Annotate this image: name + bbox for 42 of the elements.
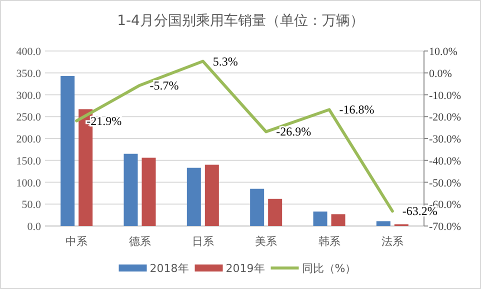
bar	[331, 214, 346, 226]
y2-tick-label: -40.0%	[429, 155, 462, 168]
x-tick-label: 法系	[381, 235, 404, 248]
bar	[376, 221, 390, 226]
x-tick-label: 德系	[128, 235, 151, 248]
legend-label: 2019年	[226, 262, 265, 275]
y2-tick-label: -20.0%	[429, 112, 462, 124]
bar	[186, 168, 201, 226]
x-tick-label: 美系	[255, 235, 278, 248]
y-tick-label: 400.0	[16, 46, 42, 58]
bar	[124, 154, 138, 226]
chart-title: 1-4月分国别乘用车销量（单位：万辆）	[117, 13, 364, 29]
y-tick-label: 250.0	[16, 112, 42, 124]
x-tick-label: 韩系	[318, 235, 340, 248]
y-tick-label: 100.0	[16, 177, 42, 190]
data-label: -5.7%	[150, 78, 179, 92]
x-tick-label: 中系	[66, 235, 88, 248]
y-tick-label: 150.0	[16, 155, 42, 168]
y2-tick-label: 0.0%	[429, 68, 452, 80]
bar	[250, 188, 264, 226]
data-label: -26.9%	[276, 124, 312, 139]
data-label: 5.3%	[212, 54, 238, 68]
bar	[60, 76, 75, 226]
legend-label: 同比（%）	[302, 262, 356, 275]
y2-tick-label: -10.0%	[429, 90, 462, 102]
bar	[142, 158, 156, 226]
bar	[313, 212, 328, 226]
data-label: -16.8%	[339, 102, 374, 117]
y2-tick-label: -30.0%	[429, 134, 462, 146]
y-tick-label: 300.0	[16, 90, 42, 102]
y2-tick-label: -50.0%	[429, 177, 462, 190]
x-tick-label: 日系	[192, 235, 214, 248]
legend-label: 2018年	[150, 262, 189, 275]
y2-tick-label: 10.0%	[429, 46, 458, 58]
y-tick-label: 50.0	[22, 199, 42, 212]
y2-tick-label: -70.0%	[429, 221, 462, 233]
y-tick-label: 200.0	[16, 134, 42, 146]
y-tick-label: 350.0	[16, 68, 42, 80]
y-tick-label: 0.0	[27, 221, 42, 233]
bar	[268, 198, 282, 226]
bar	[204, 164, 219, 226]
line-series	[75, 60, 394, 213]
